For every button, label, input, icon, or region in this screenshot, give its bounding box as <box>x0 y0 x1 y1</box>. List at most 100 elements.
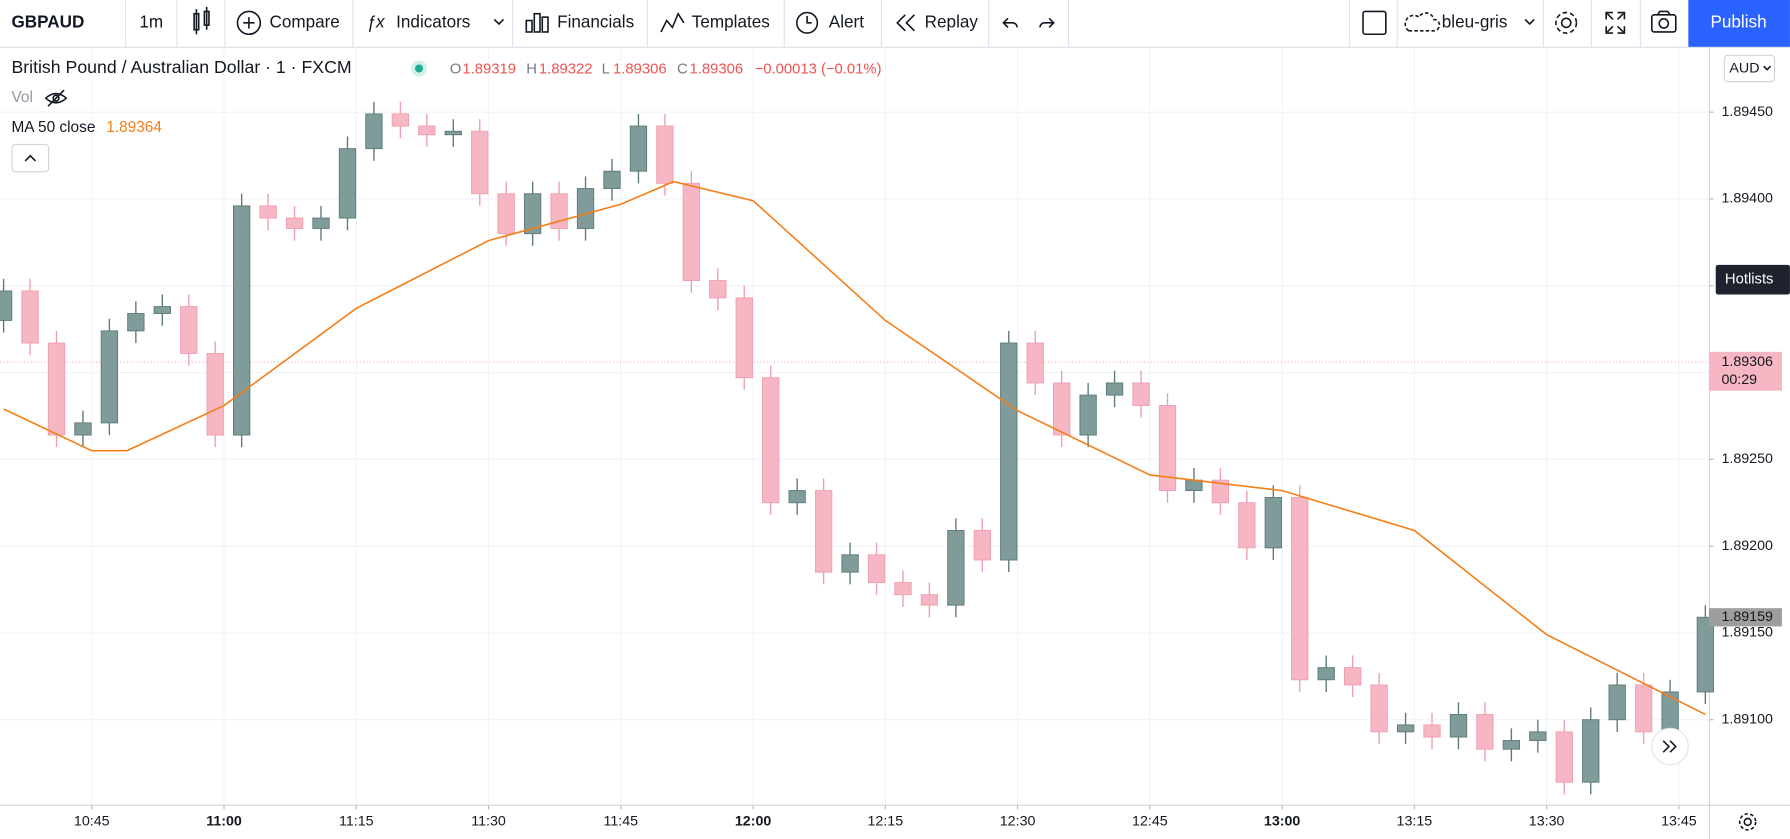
screenshot-button[interactable] <box>1651 10 1677 33</box>
templates-button[interactable]: Templates <box>692 12 770 31</box>
candle-body <box>814 490 833 573</box>
cloud-icon[interactable] <box>1404 12 1441 32</box>
candle-body <box>920 594 939 606</box>
interval[interactable]: 1m <box>139 12 163 31</box>
candle-body <box>1661 691 1679 733</box>
candle-body <box>1185 479 1203 492</box>
layout-name[interactable]: bleu-gris <box>1442 12 1508 31</box>
candle-body <box>1396 724 1415 733</box>
legend: British Pound / Australian Dollar · 1 · … <box>11 57 882 173</box>
layout-square[interactable] <box>1362 10 1387 36</box>
candle-body <box>1026 342 1044 384</box>
settings-button[interactable] <box>1555 11 1578 34</box>
dropdown-arrow[interactable] <box>1524 18 1535 26</box>
candle-body <box>1158 405 1177 492</box>
indicators-icon[interactable]: ƒx <box>366 12 386 31</box>
candle-body <box>1132 382 1150 406</box>
compare-button[interactable]: Compare <box>269 12 339 31</box>
candle-body <box>1449 714 1468 738</box>
side-widgets: AUD Hotlists <box>1651 54 1790 831</box>
candle-body <box>233 205 251 436</box>
axis-settings-button[interactable] <box>1738 813 1757 831</box>
fullscreen-button[interactable] <box>1605 11 1626 34</box>
candle-body <box>788 490 806 504</box>
candle-body <box>576 188 595 229</box>
toolbar-bg <box>0 0 1790 47</box>
candle-body <box>1423 724 1441 738</box>
hidden-eye-icon[interactable] <box>44 89 68 107</box>
candle-body <box>471 130 489 195</box>
y-tick-label: 1.89150 <box>1721 625 1773 641</box>
candle-body <box>1476 714 1494 750</box>
hotlists-button[interactable] <box>1715 264 1790 295</box>
current-price-label-bg <box>1708 351 1782 391</box>
candle-body <box>603 170 621 189</box>
x-tick-label: 11:00 <box>206 814 242 830</box>
x-tick-label: 13:15 <box>1397 814 1433 830</box>
candle-body <box>1238 502 1256 549</box>
candle-body <box>285 217 304 229</box>
candle-body <box>0 290 13 321</box>
candle-body <box>1608 684 1626 721</box>
y-tick-label: 1.89100 <box>1721 711 1773 727</box>
candle-body <box>1696 616 1715 693</box>
hotlists-label[interactable]: Hotlists <box>1725 272 1774 288</box>
scroll-right-button[interactable] <box>1651 727 1689 766</box>
compare-icon[interactable] <box>236 10 262 36</box>
candle-body <box>180 306 198 354</box>
redo-button[interactable] <box>1039 17 1055 28</box>
collapse-button[interactable] <box>11 143 50 173</box>
candle-body <box>1634 684 1653 733</box>
replay-button[interactable]: Replay <box>925 12 979 31</box>
candle-body <box>1211 479 1230 504</box>
templates-icon[interactable] <box>660 11 685 33</box>
y-tick-label: 1.89400 <box>1721 191 1773 207</box>
publish-button[interactable] <box>1688 0 1790 47</box>
candle-body <box>947 530 965 606</box>
candle-body <box>1317 667 1335 681</box>
x-tick-label: 13:45 <box>1661 814 1697 830</box>
chart-type-icon[interactable] <box>193 6 210 35</box>
instrument-name: British Pound / Australian Dollar · 1 · … <box>11 57 351 77</box>
x-tick-label: 12:15 <box>868 814 904 830</box>
candle-body <box>21 290 39 344</box>
candle-body <box>1555 731 1573 783</box>
currency-label[interactable]: AUD <box>1729 60 1759 76</box>
candle-body <box>100 330 119 424</box>
y-tick-label: 1.89250 <box>1721 451 1773 467</box>
candle-body <box>762 377 780 504</box>
publish-label[interactable]: Publish <box>1711 12 1767 31</box>
alert-button[interactable]: Alert <box>829 12 864 31</box>
ohlc-label: L <box>602 62 610 78</box>
candle-body <box>682 182 701 281</box>
alert-icon[interactable] <box>796 11 819 34</box>
candle-body <box>735 297 753 379</box>
undo-button[interactable] <box>1002 17 1018 28</box>
x-tick-label: 12:30 <box>1000 814 1036 830</box>
financials-button[interactable]: Financials <box>557 12 634 31</box>
candle-body <box>656 125 674 184</box>
candle-body <box>338 148 357 219</box>
candle-body <box>153 306 171 314</box>
replay-icon[interactable] <box>896 14 915 32</box>
dropdown-arrow[interactable] <box>1763 65 1772 71</box>
volume-label: Vol <box>11 89 32 106</box>
collapse-arrow[interactable] <box>24 154 37 162</box>
candle-body <box>1079 394 1097 436</box>
symbol[interactable]: GBPAUD <box>11 12 84 31</box>
y-tick-label: 1.89200 <box>1721 538 1773 554</box>
x-tick-label: 12:00 <box>735 814 772 830</box>
dropdown-arrow[interactable] <box>493 18 505 26</box>
candle-body <box>418 125 436 136</box>
x-tick-label: 13:00 <box>1264 814 1301 830</box>
currency-button[interactable] <box>1723 54 1776 83</box>
indicators-button[interactable]: Indicators <box>396 12 470 31</box>
scroll-arrow[interactable] <box>1662 740 1677 753</box>
candle-body <box>1291 497 1309 681</box>
candle-body <box>1370 684 1388 733</box>
financials-icon[interactable] <box>525 12 549 33</box>
x-tick-label: 10:45 <box>74 814 110 830</box>
ohlc-label: H <box>526 62 537 78</box>
market-status <box>415 64 423 73</box>
